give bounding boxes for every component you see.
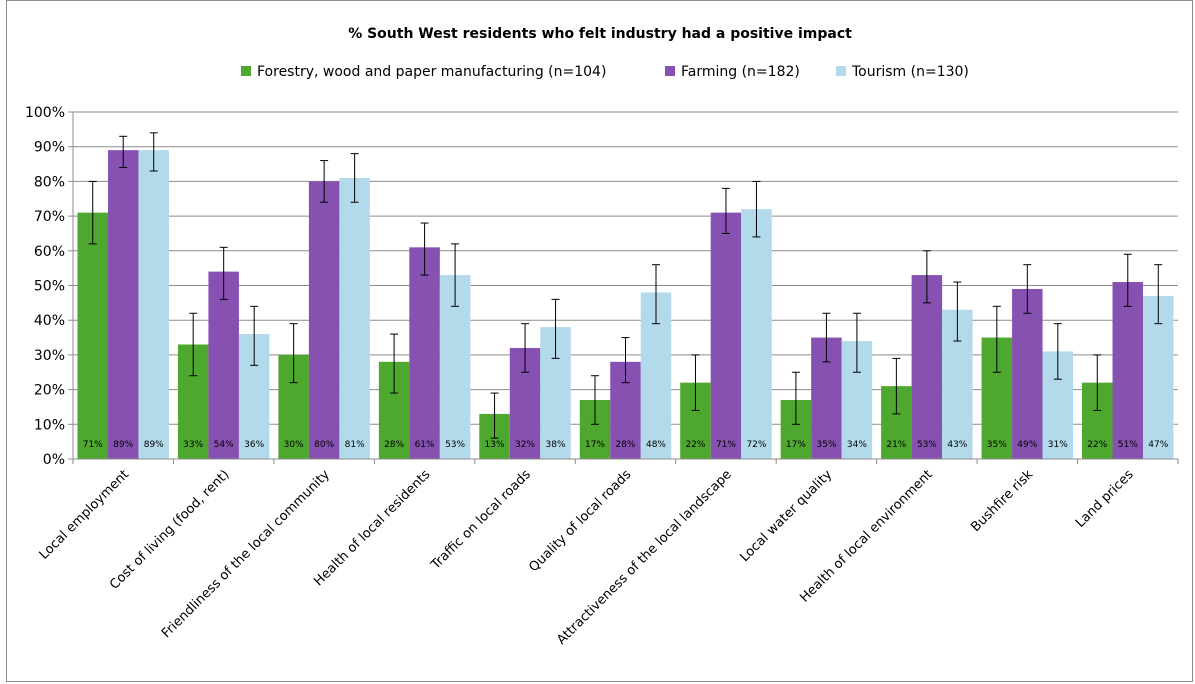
data-label: 35% [987,440,1007,450]
bar [138,150,169,460]
data-label: 32% [515,440,535,450]
x-tick-label: Quality of local roads [526,467,634,575]
data-label: 48% [646,440,666,450]
data-label: 89% [113,440,133,450]
y-axis: 0% 10% 20% 30% 40% 50% 60% 70% 80% 90% 100% [25,105,74,468]
data-label: 53% [445,440,465,450]
bars [77,150,1174,460]
bar [1112,282,1144,459]
legend-swatch [241,66,251,76]
data-label: 21% [886,440,906,450]
x-tick-label: Attractiveness of the local landscape [554,467,735,648]
x-tick-label: Bushfire risk [968,467,1036,535]
bar [911,275,943,459]
data-label: 13% [485,440,505,450]
legend-swatch [836,66,846,76]
legend-label: Tourism (n=130) [851,64,969,80]
error-bars [88,132,1163,439]
data-label: 17% [786,440,806,450]
y-tick-label: 100% [25,105,65,121]
data-label: 72% [746,440,766,450]
bar [308,181,340,459]
y-tick-label: 10% [34,417,65,433]
y-tick-label: 0% [43,452,65,468]
legend-label: Farming (n=182) [681,64,800,80]
data-label: 17% [585,440,605,450]
data-labels: 71% 89% 89% 33% 54% 36% 30% 80% 81% 28% 61% 53% 13% 3… [83,440,1169,450]
data-label: 28% [615,440,635,450]
data-label: 38% [546,440,566,450]
data-label: 31% [1048,440,1068,450]
bar [409,247,440,459]
data-label: 53% [917,440,937,450]
data-label: 89% [144,440,164,450]
bar [77,212,108,459]
y-tick-label: 50% [34,279,65,295]
legend-label: Forestry, wood and paper manufacturing (… [257,64,606,80]
x-tick-label: Local water quality [737,467,835,565]
data-label: 33% [183,440,203,450]
bar [208,271,239,459]
y-tick-label: 90% [34,140,65,156]
x-tick-label: Local employment [37,467,132,562]
data-label: 54% [214,440,234,450]
data-label: 71% [716,440,736,450]
legend-swatch [665,66,675,76]
bar [339,177,370,459]
legend: Forestry, wood and paper manufacturing (… [241,64,969,80]
y-tick-label: 80% [34,174,65,190]
data-label: 36% [244,440,264,450]
y-tick-label: 20% [34,383,65,399]
data-label: 47% [1148,440,1168,450]
bar [107,150,139,460]
x-tick-label: Cost of living (food, rent) [107,467,232,592]
data-label: 49% [1017,440,1037,450]
x-tick-label: Land prices [1073,467,1137,531]
y-tick-label: 40% [34,313,65,329]
data-label: 35% [816,440,836,450]
data-label: 71% [83,440,103,450]
data-label: 81% [345,440,365,450]
data-label: 80% [314,440,334,450]
data-label: 30% [284,440,304,450]
data-label: 34% [847,440,867,450]
bar [710,212,742,459]
data-label: 28% [384,440,404,450]
data-label: 61% [415,440,435,450]
y-tick-label: 30% [34,348,65,364]
data-label: 43% [947,440,967,450]
chart-title: % South West residents who felt industry… [348,26,852,42]
x-tick-label: Traffic on local roads [428,467,534,573]
y-tick-label: 70% [34,209,65,225]
data-label: 51% [1118,440,1138,450]
x-tick-label: Friendliness of the local community [159,467,333,641]
bar [1012,288,1043,459]
data-label: 22% [1087,440,1107,450]
x-tick-label: Health of local residents [311,467,433,589]
bar [741,209,772,459]
y-tick-label: 60% [34,244,65,260]
data-label: 22% [685,440,705,450]
